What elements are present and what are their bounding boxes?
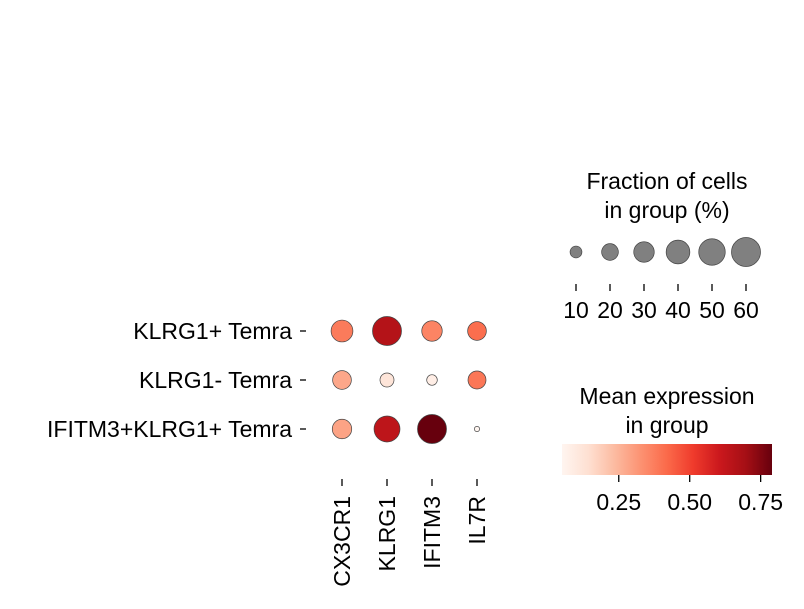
size-legend-tick-label: 40	[665, 297, 691, 323]
size-legend-dot	[569, 245, 583, 259]
dot-KLRG1-Temra-CX3CR1	[332, 370, 352, 390]
dot-KLRG1-Temra-KLRG1	[372, 316, 402, 346]
size-legend-tick-label: 10	[563, 297, 589, 323]
size-legend-dot	[731, 237, 761, 267]
dot-KLRG1-Temra-IFITM3	[421, 320, 443, 342]
size-legend-tick-label: 30	[631, 297, 657, 323]
color-legend-title: Mean expression in group	[579, 383, 754, 438]
color-legend: Mean expression in group 0.25 0.50 0.75	[562, 383, 783, 515]
colorbar	[562, 444, 772, 475]
colorbar-tick-label: 0.50	[667, 489, 712, 515]
dot-KLRG1-Temra-IL7R	[467, 321, 487, 341]
dot-IFITM3-KLRG1-Temra-IL7R	[474, 426, 481, 433]
size-legend-dot	[601, 243, 619, 261]
column-labels: CX3CR1 KLRG1 IFITM3 IL7R	[329, 479, 490, 587]
size-legend-tick-label: 20	[597, 297, 623, 323]
column-label: CX3CR1	[329, 496, 355, 587]
dot-KLRG1-Temra-CX3CR1	[330, 319, 354, 343]
size-legend-dot	[633, 241, 655, 263]
dot-matrix	[330, 316, 487, 444]
column-label: KLRG1	[374, 496, 400, 571]
colorbar-tick-label: 0.75	[738, 489, 783, 515]
row-label: IFITM3+KLRG1+ Temra	[47, 416, 292, 442]
size-legend-title: Fraction of cells in group (%)	[586, 168, 747, 223]
dot-KLRG1-Temra-IFITM3	[426, 374, 438, 386]
dot-IFITM3-KLRG1-Temra-CX3CR1	[331, 418, 353, 440]
size-legend-tick-label: 60	[733, 297, 759, 323]
column-label: IFITM3	[419, 496, 445, 569]
column-label: IL7R	[464, 496, 490, 545]
dot-KLRG1-Temra-IL7R	[467, 370, 487, 390]
colorbar-tick-label: 0.25	[596, 489, 641, 515]
size-legend-dot	[665, 239, 691, 265]
row-labels: KLRG1+ Temra KLRG1- Temra IFITM3+KLRG1+ Te…	[47, 318, 306, 442]
dot-KLRG1-Temra-KLRG1	[379, 372, 395, 388]
size-legend-tick-label: 50	[699, 297, 725, 323]
size-legend-dot	[698, 238, 726, 266]
dot-IFITM3-KLRG1-Temra-KLRG1	[373, 415, 401, 443]
size-legend: Fraction of cells in group (%) 10 20 30 40 50 6…	[563, 168, 761, 323]
row-label: KLRG1+ Temra	[133, 318, 292, 344]
dot-IFITM3-KLRG1-Temra-IFITM3	[417, 414, 447, 444]
row-label: KLRG1- Temra	[139, 367, 292, 393]
